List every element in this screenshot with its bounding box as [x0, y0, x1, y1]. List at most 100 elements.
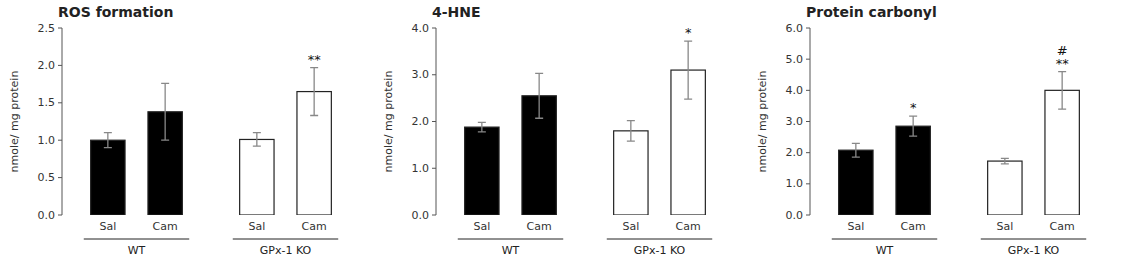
- tick: [432, 28, 436, 29]
- group-label: WT: [128, 244, 146, 257]
- tick-label: 0.5: [38, 171, 56, 184]
- panel: 4-HNE nmole/ mg protein 0.0 1.0 2.0 3.0 4.0 * Sa…: [382, 4, 713, 257]
- x-tick-label: Cam: [527, 220, 552, 233]
- annotation: *: [685, 25, 692, 40]
- tick: [432, 74, 436, 75]
- group-bracket: [607, 239, 712, 240]
- group-label: WT: [876, 244, 894, 257]
- tick: [58, 65, 62, 66]
- x-tick-label: Sal: [248, 220, 265, 233]
- group-bracket: [458, 239, 563, 240]
- tick-label: 1.0: [412, 162, 430, 175]
- tick-label: 2.0: [412, 115, 430, 128]
- group-label: WT: [502, 244, 520, 257]
- title: ROS formation: [58, 4, 173, 20]
- error-bar: [253, 133, 261, 146]
- x-tick-label: Sal: [99, 220, 116, 233]
- x-tick-label: Sal: [847, 220, 864, 233]
- group-label: GPx-1 KO: [260, 244, 312, 257]
- error-bar: [535, 73, 543, 118]
- tick-label: 3.0: [786, 115, 804, 128]
- error-bar: [684, 41, 692, 99]
- tick-label: 3.0: [412, 68, 430, 81]
- error-bar: [104, 133, 112, 148]
- tick: [806, 183, 810, 184]
- x-tick-label: Cam: [1050, 220, 1075, 233]
- title: 4-HNE: [432, 4, 481, 20]
- tick: [806, 215, 810, 216]
- error-bar: [1058, 72, 1066, 109]
- bar: [896, 126, 930, 215]
- bar: [240, 139, 274, 215]
- tick: [58, 102, 62, 103]
- x-tick-label: Cam: [676, 220, 701, 233]
- figure: ROS formation nmole/ mg protein 0.0 0.5 1.0 1…: [0, 0, 1122, 267]
- annotation: **: [1056, 56, 1070, 71]
- tick: [58, 215, 62, 216]
- y-axis-label: nmole/ mg protein: [382, 71, 395, 173]
- error-bar: [909, 116, 917, 136]
- annotation: *: [910, 100, 917, 115]
- group-label: GPx-1 KO: [1008, 244, 1060, 257]
- tick: [806, 121, 810, 122]
- tick: [806, 28, 810, 29]
- x-tick-label: Cam: [901, 220, 926, 233]
- y-axis: [62, 28, 63, 215]
- tick: [58, 140, 62, 141]
- x-tick-label: Cam: [153, 220, 178, 233]
- group-bracket: [832, 239, 937, 240]
- annotation: **: [308, 52, 322, 67]
- tick-label: 1.0: [38, 134, 56, 147]
- bar: [465, 127, 499, 215]
- tick: [806, 152, 810, 153]
- group-label: GPx-1 KO: [634, 244, 686, 257]
- annotation: #: [1057, 43, 1068, 58]
- tick-label: 5.0: [786, 53, 804, 66]
- tick: [806, 90, 810, 91]
- bar: [91, 140, 125, 215]
- title: Protein carbonyl: [806, 4, 937, 20]
- bar: [988, 161, 1022, 215]
- y-axis: [436, 28, 437, 215]
- panel: ROS formation nmole/ mg protein 0.0 0.5 1.0 1…: [8, 4, 339, 257]
- error-bar: [161, 83, 169, 140]
- tick-label: 0.0: [412, 209, 430, 222]
- tick-label: 0.0: [786, 209, 804, 222]
- error-bar: [1001, 158, 1009, 164]
- tick-label: 0.0: [38, 209, 56, 222]
- y-axis: [810, 28, 811, 215]
- bar: [839, 150, 873, 215]
- tick-label: 1.5: [38, 96, 56, 109]
- error-bar: [478, 122, 486, 131]
- tick-label: 2.5: [38, 22, 56, 35]
- tick: [58, 28, 62, 29]
- x-tick-label: Sal: [622, 220, 639, 233]
- group-bracket: [981, 239, 1086, 240]
- y-axis-label: nmole/ mg protein: [8, 71, 21, 173]
- x-tick-label: Sal: [473, 220, 490, 233]
- tick-label: 2.0: [38, 59, 56, 72]
- group-bracket: [84, 239, 189, 240]
- y-axis-label: nmole/ mg protein: [756, 71, 769, 173]
- tick: [58, 177, 62, 178]
- tick-label: 4.0: [786, 84, 804, 97]
- tick-label: 1.0: [786, 177, 804, 190]
- error-bar: [627, 121, 635, 142]
- tick: [432, 215, 436, 216]
- error-bar: [310, 68, 318, 116]
- bar: [614, 131, 648, 215]
- tick: [806, 59, 810, 60]
- tick-label: 4.0: [412, 22, 430, 35]
- marks: [839, 72, 1080, 215]
- marks: [465, 41, 706, 215]
- tick-label: 6.0: [786, 22, 804, 35]
- x-tick-label: Cam: [302, 220, 327, 233]
- marks: [91, 68, 332, 215]
- panel: Protein carbonyl nmole/ mg protein 0.0 1.0 2…: [756, 4, 1087, 257]
- group-bracket: [233, 239, 338, 240]
- tick: [432, 168, 436, 169]
- tick-label: 2.0: [786, 146, 804, 159]
- tick: [432, 121, 436, 122]
- error-bar: [852, 143, 860, 157]
- x-tick-label: Sal: [996, 220, 1013, 233]
